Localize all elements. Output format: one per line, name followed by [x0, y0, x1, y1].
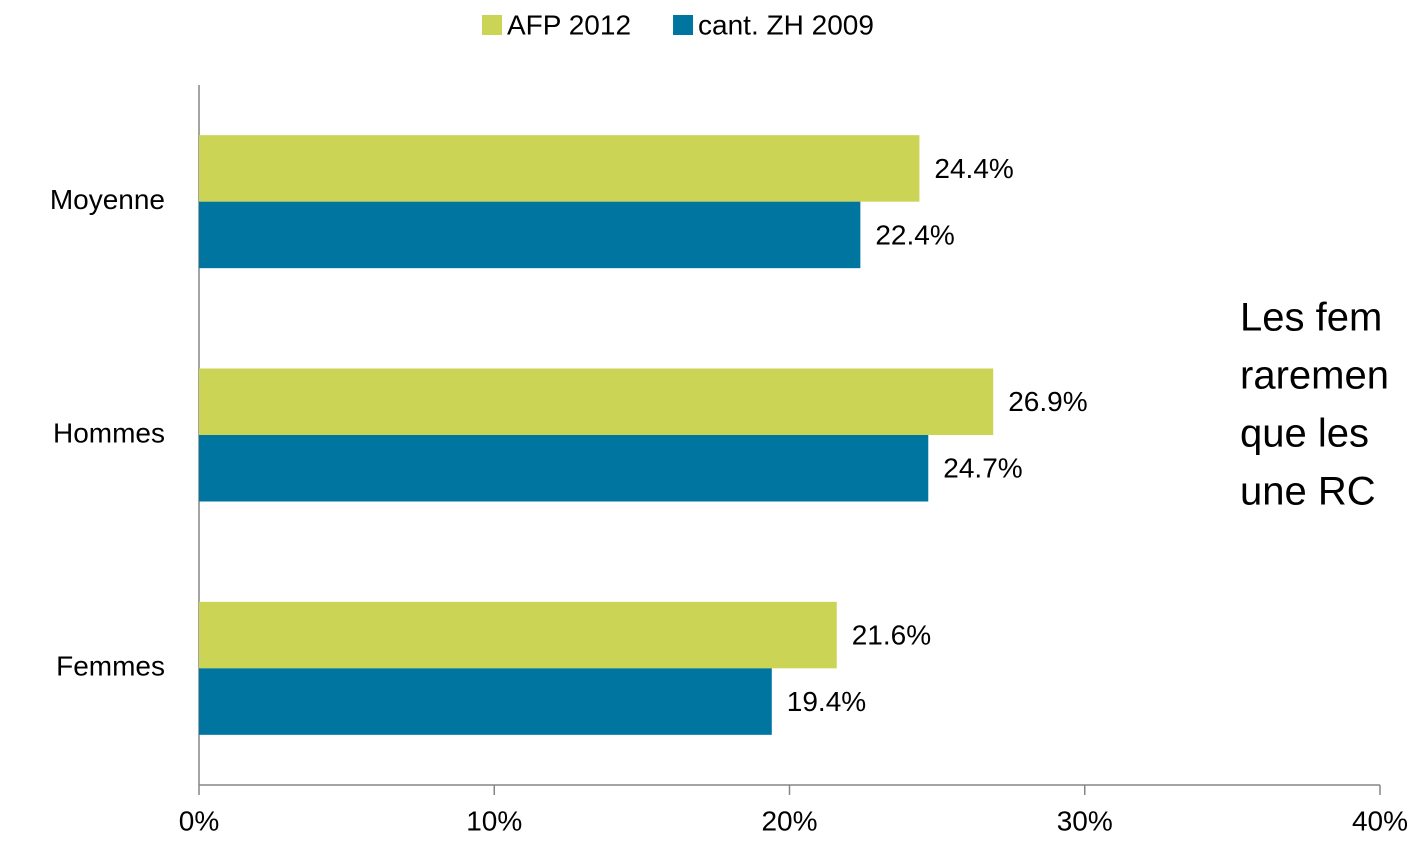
bar: [199, 135, 920, 202]
x-tick-label: 30%: [1057, 805, 1113, 836]
x-tick-label: 10%: [466, 805, 522, 836]
annotation: que les: [1240, 412, 1369, 456]
data-label: 19.4%: [787, 686, 866, 717]
data-label: 24.7%: [943, 453, 1022, 484]
legend-swatch: [482, 15, 502, 35]
data-label: 22.4%: [875, 219, 954, 250]
data-label: 21.6%: [852, 619, 931, 650]
y-tick-label: Moyenne: [50, 184, 165, 215]
bar: [199, 201, 861, 269]
y-tick-label: Hommes: [53, 417, 165, 448]
annotation: raremen: [1240, 354, 1389, 398]
bar: [199, 368, 994, 435]
y-tick-label: Femmes: [56, 651, 165, 682]
bar: [199, 601, 837, 669]
legend-swatch: [673, 15, 694, 35]
x-tick-label: 40%: [1352, 805, 1408, 836]
bar: [199, 668, 772, 735]
data-label: 26.9%: [1008, 386, 1087, 417]
data-label: 24.4%: [934, 153, 1013, 184]
x-tick-label: 0%: [179, 805, 219, 836]
annotation: une RC: [1240, 470, 1376, 514]
legend-label: cant. ZH 2009: [698, 9, 874, 40]
annotation: Les fem: [1240, 296, 1382, 340]
legend-label: AFP 2012: [507, 9, 631, 40]
x-tick-label: 20%: [761, 805, 817, 836]
bar: [199, 435, 929, 502]
